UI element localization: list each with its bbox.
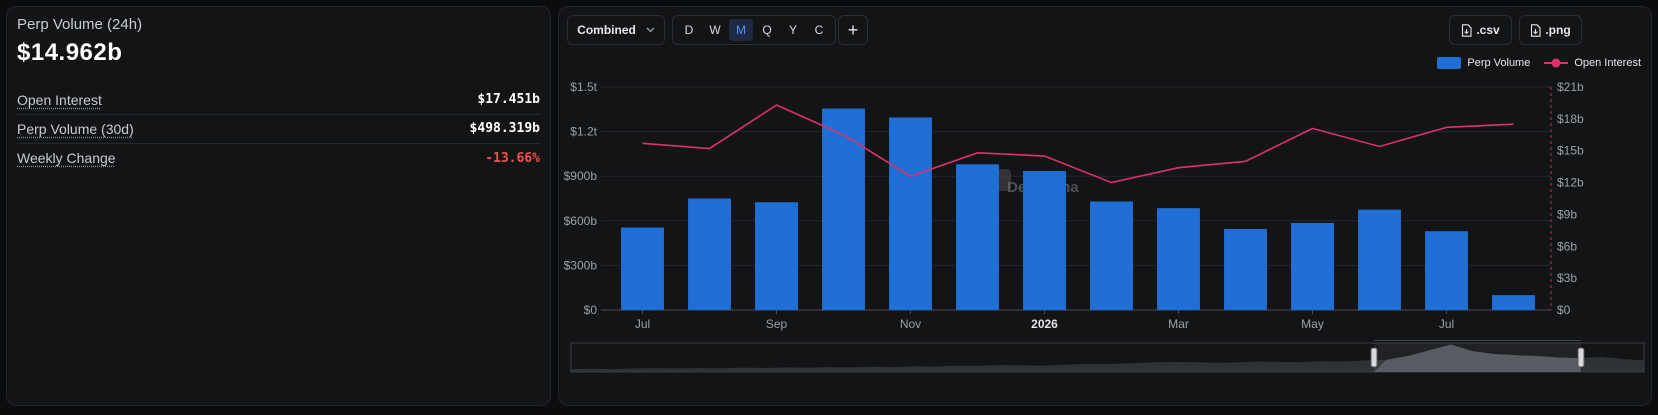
bar-2026-01 bbox=[1023, 170, 1066, 310]
download-png-button[interactable]: .png bbox=[1519, 15, 1582, 45]
open-interest-line bbox=[642, 104, 1514, 184]
period-tab-m[interactable]: M bbox=[729, 19, 753, 41]
bar-2026-03 bbox=[1157, 208, 1200, 310]
bar-2025-12 bbox=[956, 164, 999, 310]
legend-swatch-bar bbox=[1437, 57, 1462, 69]
download-csv-button[interactable]: .csv bbox=[1449, 15, 1512, 45]
y-right-tick-label: $3b bbox=[1557, 271, 1577, 285]
bar-2026-08 bbox=[1492, 295, 1535, 310]
bar-2025-07 bbox=[621, 227, 664, 310]
watermark-text: DefiLlama bbox=[1007, 179, 1079, 196]
y-left-tick-label: $1.5t bbox=[570, 80, 597, 94]
stat-row-value: -13.66% bbox=[485, 150, 540, 166]
x-tick-label: Sep bbox=[766, 317, 788, 331]
y-right-tick-label: $12b bbox=[1557, 176, 1584, 190]
chart-legend: Perp Volume Open Interest bbox=[1437, 57, 1641, 69]
brush-left-handle[interactable] bbox=[1370, 347, 1378, 368]
y-right-tick-label: $6b bbox=[1557, 239, 1577, 253]
stat-row-value: $498.319b bbox=[469, 121, 540, 136]
defillama-watermark: DefiLlama bbox=[993, 169, 1079, 196]
y-left-tick-label: $1.2t bbox=[570, 125, 597, 139]
mode-select[interactable]: Combined bbox=[567, 15, 665, 45]
stat-row-label[interactable]: Open Interest bbox=[17, 91, 102, 108]
y-left-tick-label: $0 bbox=[584, 303, 598, 317]
bar-2025-11 bbox=[889, 117, 932, 310]
legend-item-open-interest[interactable]: Open Interest bbox=[1544, 57, 1641, 69]
png-label: .png bbox=[1545, 23, 1571, 37]
legend-label: Open Interest bbox=[1574, 57, 1641, 69]
bar-2026-06 bbox=[1358, 209, 1401, 310]
add-button[interactable]: + bbox=[838, 15, 868, 45]
y-right-tick-label: $15b bbox=[1557, 144, 1584, 158]
stat-row-open-interest: Open Interest $17.451b bbox=[17, 85, 540, 115]
brush-right-handle[interactable] bbox=[1577, 347, 1585, 368]
y-left-tick-label: $600b bbox=[564, 214, 598, 228]
x-tick-label: May bbox=[1301, 317, 1324, 331]
stat-value: $14.962b bbox=[17, 39, 123, 66]
file-download-icon bbox=[1462, 23, 1472, 37]
y-right-tick-label: $21b bbox=[1557, 80, 1584, 94]
bar-2025-08 bbox=[688, 198, 731, 310]
brush-selection[interactable] bbox=[1374, 343, 1581, 372]
legend-item-perp-volume[interactable]: Perp Volume bbox=[1437, 57, 1530, 69]
stat-title: Perp Volume (24h) bbox=[17, 16, 143, 33]
legend-swatch-line bbox=[1544, 58, 1569, 68]
x-tick-label: 2026 bbox=[1031, 317, 1058, 331]
mode-select-label: Combined bbox=[577, 23, 636, 37]
bar-2025-10 bbox=[822, 108, 865, 310]
x-tick-label: Jul bbox=[1439, 317, 1454, 331]
y-left-tick-label: $300b bbox=[564, 258, 598, 272]
y-left-tick-label: $900b bbox=[564, 169, 598, 183]
bar-2026-02 bbox=[1090, 201, 1133, 310]
x-tick-label: Mar bbox=[1168, 317, 1189, 331]
bar-2026-07 bbox=[1425, 231, 1468, 310]
csv-label: .csv bbox=[1476, 23, 1500, 37]
add-icon: + bbox=[847, 19, 859, 40]
period-tab-w[interactable]: W bbox=[709, 23, 721, 37]
period-tab-y[interactable]: Y bbox=[788, 23, 797, 37]
stat-row-perp-volume-30d: Perp Volume (30d) $498.319b bbox=[17, 114, 540, 144]
bar-2025-09 bbox=[755, 202, 798, 310]
stat-row-label[interactable]: Perp Volume (30d) bbox=[17, 120, 134, 137]
file-download-icon bbox=[1531, 23, 1541, 37]
chevron-down-icon bbox=[646, 27, 655, 33]
x-tick-label: Nov bbox=[900, 317, 921, 331]
y-right-tick-label: $9b bbox=[1557, 207, 1577, 221]
stat-row-label[interactable]: Weekly Change bbox=[17, 150, 116, 166]
stat-row-weekly-change: Weekly Change -13.66% bbox=[17, 143, 540, 173]
x-tick-label: Jul bbox=[635, 317, 650, 331]
stat-row-value: $17.451b bbox=[477, 92, 540, 107]
period-tab-d[interactable]: D bbox=[684, 23, 694, 37]
bar-2026-04 bbox=[1224, 228, 1267, 310]
stats-panel: Perp Volume (24h) $14.962b Open Interest… bbox=[6, 6, 551, 406]
y-right-tick-label: $18b bbox=[1557, 112, 1584, 126]
brush-selected-area bbox=[1374, 344, 1581, 372]
legend-label: Perp Volume bbox=[1467, 57, 1531, 69]
y-right-tick-label: $0 bbox=[1557, 303, 1571, 317]
bar-2026-05 bbox=[1291, 223, 1334, 310]
period-tab-c[interactable]: C bbox=[814, 23, 824, 37]
period-tab-q[interactable]: Q bbox=[762, 23, 772, 37]
chart-brush[interactable] bbox=[559, 340, 1653, 390]
